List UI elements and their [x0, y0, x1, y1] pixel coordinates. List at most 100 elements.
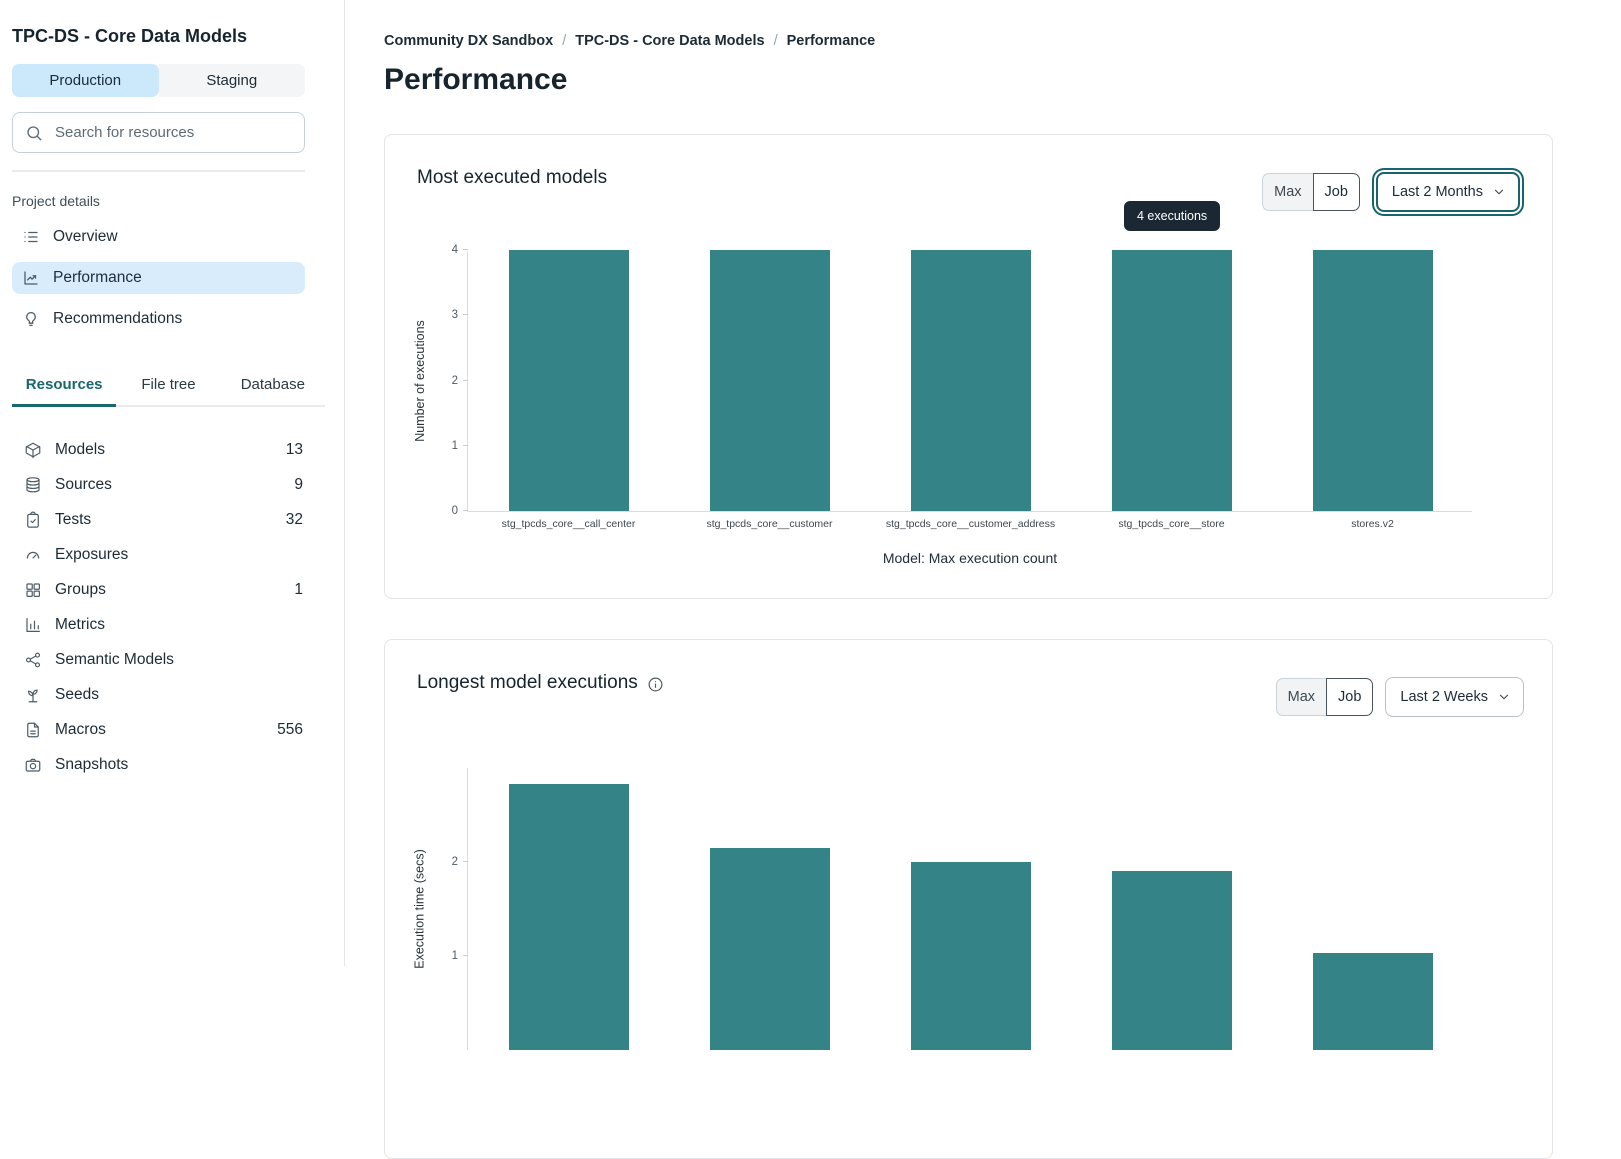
- y-axis-label: Execution time (secs): [413, 849, 428, 969]
- y-tick-label: 4: [451, 244, 458, 256]
- resource-count: 9: [294, 475, 303, 493]
- resource-row-sources[interactable]: Sources 9: [12, 467, 305, 502]
- breadcrumb-account[interactable]: Community DX Sandbox: [384, 33, 554, 49]
- y-tick-mark: [463, 955, 468, 956]
- breadcrumb: Community DX Sandbox / TPC-DS - Core Dat…: [384, 33, 1621, 49]
- resource-label: Exposures: [55, 545, 129, 563]
- resource-count: 13: [285, 440, 303, 458]
- sidebar-item-performance[interactable]: Performance: [12, 262, 305, 294]
- sidebar: TPC-DS - Core Data Models Production Sta…: [0, 0, 345, 966]
- resource-label: Sources: [55, 475, 112, 493]
- y-tick-label: 1: [451, 439, 458, 452]
- resource-label: Seeds: [55, 685, 99, 703]
- bar-stg_tpcds_core__customer[interactable]: [709, 250, 830, 511]
- resource-label: Groups: [55, 580, 106, 598]
- search-icon: [25, 124, 43, 142]
- y-tick-mark: [463, 379, 468, 381]
- time-range-dropdown[interactable]: Last 2 Months: [1375, 172, 1520, 212]
- bar-stg_tpcds_core__store[interactable]: [1111, 250, 1232, 511]
- job-button[interactable]: Job: [1312, 173, 1360, 211]
- list-icon: [22, 228, 40, 246]
- y-tick-label: 2: [451, 856, 458, 868]
- resource-label: Models: [55, 440, 105, 458]
- info-icon[interactable]: [647, 676, 664, 693]
- resource-row-groups[interactable]: Groups 1: [12, 572, 305, 607]
- camera-icon: [24, 756, 42, 774]
- resource-label: Tests: [55, 510, 92, 528]
- resource-row-snapshots[interactable]: Snapshots: [12, 747, 305, 782]
- resource-row-seeds[interactable]: Seeds: [12, 677, 305, 712]
- chart-line-icon: [22, 269, 40, 287]
- project-title: TPC-DS - Core Data Models: [12, 26, 248, 46]
- tab-file-tree[interactable]: File tree: [141, 376, 196, 393]
- network-icon: [24, 651, 42, 669]
- resource-row-tests[interactable]: Tests 32: [12, 502, 305, 537]
- card-title-text: Most executed models: [417, 167, 608, 188]
- x-tick-label: stg_tpcds_core__call_center: [501, 518, 636, 530]
- resource-count: 556: [277, 720, 303, 738]
- chevron-down-icon: [1497, 690, 1511, 704]
- y-tick-mark: [463, 510, 468, 511]
- database-icon: [24, 476, 42, 494]
- cube-icon: [24, 441, 42, 459]
- search-box: [12, 112, 305, 153]
- chart-controls: Max Job Last 2 Months: [1262, 172, 1524, 212]
- chart-tooltip: 4 executions: [1124, 201, 1221, 231]
- bar-stg_tpcds_core__call_center[interactable]: [508, 250, 629, 511]
- bar-series-4[interactable]: [1111, 871, 1232, 1050]
- resource-tabs: Resources File tree Database: [12, 367, 325, 407]
- resource-label: Snapshots: [55, 755, 129, 773]
- card-title: Most executed models: [417, 167, 607, 189]
- project-details-label: Project details: [12, 193, 100, 209]
- y-tick-mark: [463, 314, 468, 316]
- bar-series-5[interactable]: [1312, 953, 1433, 1050]
- sidebar-item-recommendations[interactable]: Recommendations: [12, 303, 305, 335]
- card-longest-model-executions: Longest model executions Max Job Last 2 …: [384, 639, 1553, 1159]
- resource-row-exposures[interactable]: Exposures: [12, 537, 305, 572]
- resource-row-semantic-models[interactable]: Semantic Models: [12, 642, 305, 677]
- resource-row-metrics[interactable]: Metrics: [12, 607, 305, 642]
- max-job-toggle: Max Job: [1262, 173, 1360, 211]
- chart-controls: Max Job Last 2 Weeks: [1275, 677, 1524, 717]
- lightbulb-icon: [22, 310, 40, 328]
- resource-count: 1: [294, 580, 303, 598]
- sidebar-divider: [12, 170, 305, 172]
- max-button[interactable]: Max: [1262, 173, 1313, 211]
- bar-stg_tpcds_core__customer_address[interactable]: [910, 250, 1031, 511]
- bar-series-1[interactable]: [508, 783, 629, 1050]
- search-input[interactable]: [53, 123, 292, 142]
- nav-label: Performance: [53, 269, 142, 286]
- y-axis-label: Number of executions: [413, 320, 427, 442]
- bar-series-2[interactable]: [709, 847, 830, 1050]
- x-tick-label: stg_tpcds_core__customer_address: [885, 518, 1056, 530]
- time-range-dropdown[interactable]: Last 2 Weeks: [1385, 677, 1524, 717]
- bar-series-3[interactable]: [910, 862, 1031, 1050]
- page-title: Performance: [384, 63, 568, 96]
- bar-chart-icon: [24, 616, 42, 634]
- y-tick-label: 2: [451, 374, 458, 387]
- card-title: Longest model executions: [417, 672, 664, 694]
- breadcrumb-project[interactable]: TPC-DS - Core Data Models: [575, 33, 765, 49]
- env-tab-production[interactable]: Production: [12, 64, 159, 97]
- resource-row-macros[interactable]: Macros 556: [12, 712, 305, 747]
- breadcrumb-separator: /: [562, 33, 567, 49]
- bar-stores.v2[interactable]: [1312, 250, 1433, 511]
- grid-icon: [24, 581, 42, 599]
- card-most-executed-models: Most executed models Max Job Last 2 Mont…: [384, 134, 1553, 599]
- resource-label: Semantic Models: [55, 650, 174, 668]
- sprout-icon: [24, 686, 42, 704]
- max-job-toggle: Max Job: [1275, 678, 1374, 716]
- sidebar-item-overview[interactable]: Overview: [12, 221, 305, 253]
- max-button[interactable]: Max: [1275, 678, 1327, 716]
- time-range-value: Last 2 Months: [1391, 184, 1483, 200]
- tab-resources[interactable]: Resources: [12, 367, 117, 407]
- resource-row-models[interactable]: Models 13: [12, 432, 305, 467]
- resource-label: Macros: [55, 720, 106, 738]
- env-tab-staging[interactable]: Staging: [158, 64, 305, 97]
- job-button[interactable]: Job: [1326, 678, 1374, 716]
- file-icon: [24, 721, 42, 739]
- bar-chart-most-executed: Number of executions 0 1 2 3 4 stg_tpcds_core_…: [413, 244, 1472, 566]
- tab-database[interactable]: Database: [240, 376, 305, 393]
- breadcrumb-current: Performance: [786, 33, 876, 49]
- y-tick-label: 0: [451, 505, 458, 517]
